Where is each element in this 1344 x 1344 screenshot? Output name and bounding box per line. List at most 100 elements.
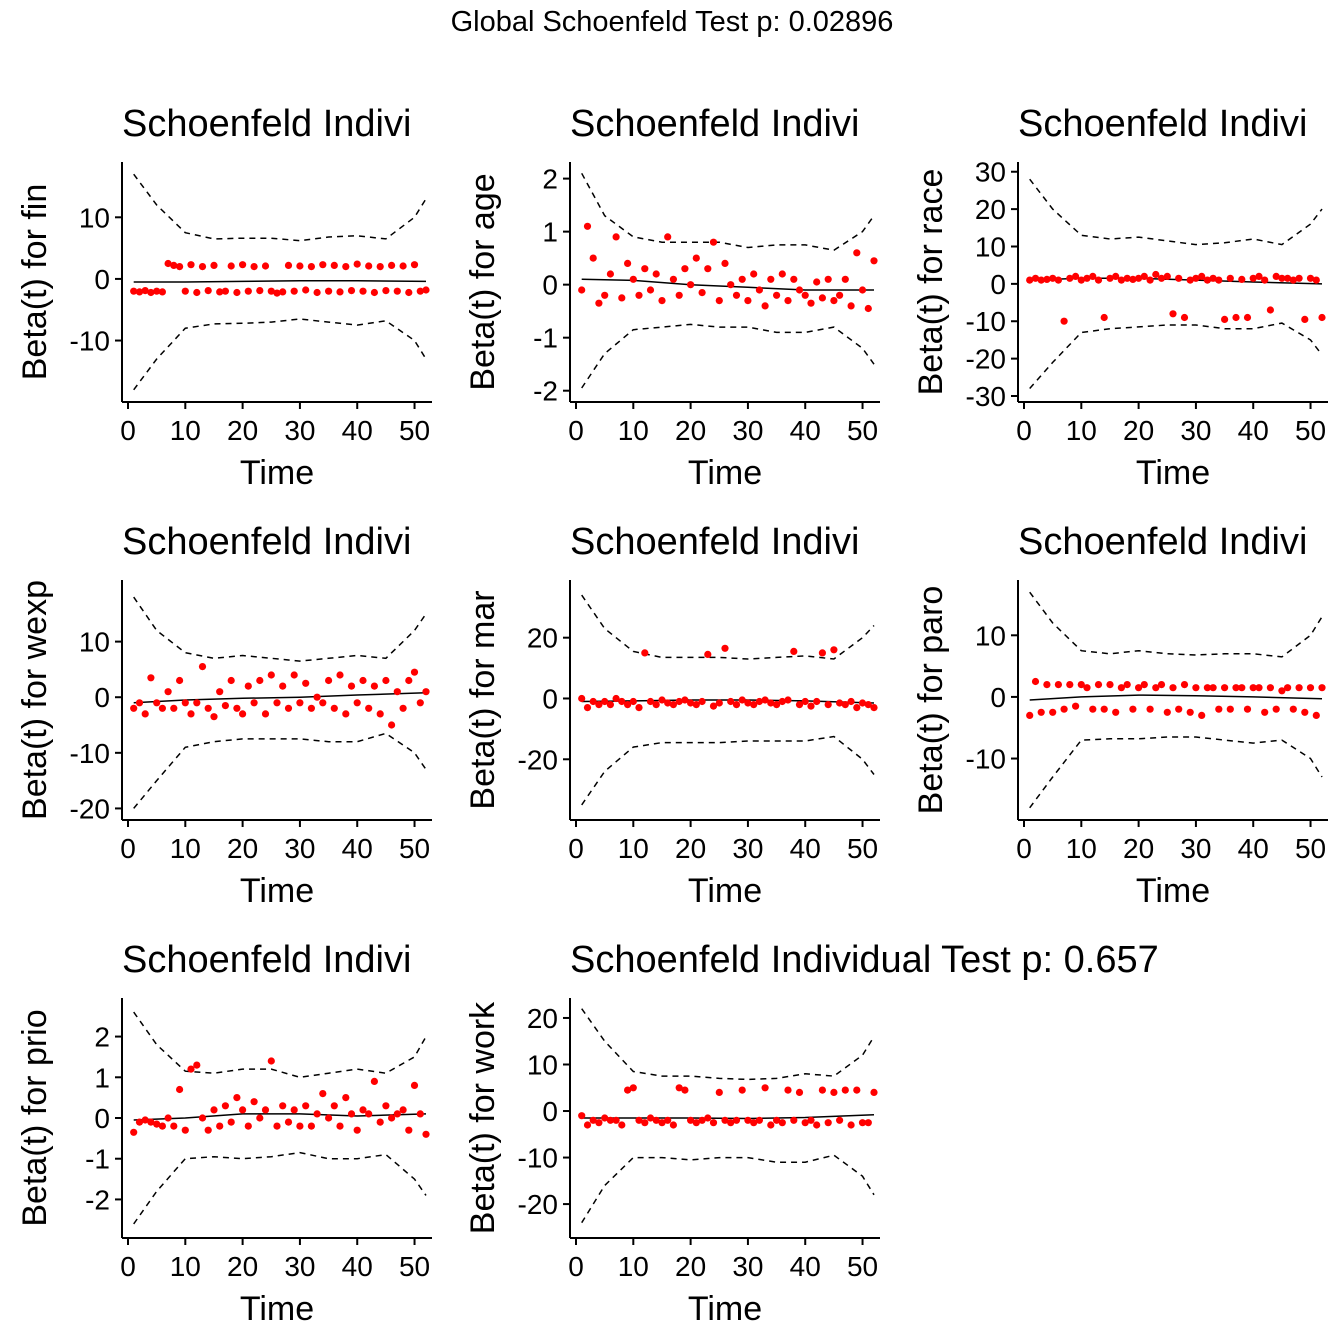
residual-point (618, 1121, 626, 1129)
upper-confidence-band (133, 173, 427, 242)
residual-point (244, 1122, 252, 1130)
residual-point (216, 688, 224, 696)
residual-point (1255, 684, 1263, 692)
residual-point (290, 671, 298, 679)
y-tick-label: 1 (542, 217, 558, 248)
global-title: Global Schoenfeld Test p: 0.02896 (450, 6, 894, 38)
residual-point (778, 270, 786, 278)
panel-6: Schoenfeld Indivi 0 10 20 30 40 50 -10 0 10 Time Be… (912, 521, 1328, 910)
residual-point (399, 262, 407, 270)
residual-point (342, 710, 350, 718)
residual-point (664, 1116, 672, 1124)
residual-point (801, 1119, 809, 1127)
residual-point (692, 701, 700, 709)
residual-point (382, 1102, 390, 1110)
y-tick-label: 10 (79, 627, 110, 658)
residual-point (709, 1119, 718, 1127)
residual-point (330, 704, 338, 712)
x-axis-label: Time (240, 1290, 314, 1328)
residual-point (250, 699, 258, 707)
residual-point (853, 249, 861, 257)
x-tick-label: 40 (790, 1251, 821, 1282)
residual-point (1083, 274, 1091, 282)
x-tick-label: 30 (284, 1251, 315, 1282)
y-axis-label: Beta(t) for fin (16, 184, 54, 381)
residual-point (1072, 272, 1080, 280)
residual-point (359, 1106, 367, 1114)
residual-point (635, 704, 643, 712)
residual-point (744, 1116, 752, 1124)
residual-point (147, 674, 155, 682)
residual-point (153, 1120, 161, 1128)
x-axis-label: Time (240, 872, 314, 910)
residual-point (204, 287, 212, 295)
y-tick-label: 10 (79, 202, 110, 233)
panel-title: Schoenfeld Indivi (122, 103, 411, 145)
residual-point (583, 222, 592, 230)
residual-point (1180, 313, 1189, 322)
residual-point (709, 238, 718, 246)
residual-point (687, 699, 695, 707)
residual-point (261, 1106, 270, 1114)
residual-point (732, 701, 741, 709)
residual-point (824, 1119, 832, 1127)
residual-point (652, 1116, 660, 1124)
residual-point (732, 291, 741, 299)
residual-point (1163, 272, 1171, 280)
residual-point (319, 699, 327, 707)
lower-confidence-band (133, 1151, 427, 1225)
residual-point (1289, 705, 1297, 713)
residual-point (795, 701, 804, 709)
residual-point (319, 1090, 327, 1098)
residual-point (1083, 684, 1091, 692)
residual-point (410, 668, 419, 676)
y-tick-label: -10 (518, 1143, 558, 1174)
residual-point (652, 701, 660, 709)
y-axis-label: Beta(t) for prio (16, 1009, 54, 1226)
residual-point (1072, 702, 1080, 710)
residual-point (296, 1122, 304, 1130)
residual-point (864, 1119, 872, 1127)
residual-point (141, 1116, 149, 1124)
residual-point (204, 1126, 212, 1134)
residual-point (164, 259, 172, 268)
residual-point (239, 710, 247, 718)
y-tick-label: -10 (966, 306, 1006, 337)
residual-point (227, 262, 235, 270)
residual-point (784, 696, 792, 704)
residual-point (870, 704, 878, 712)
residual-point (198, 663, 207, 671)
residual-point (618, 294, 626, 302)
residual-point (836, 291, 844, 299)
residual-point (376, 1118, 384, 1126)
residual-point (870, 257, 878, 265)
residual-point (1077, 276, 1085, 284)
residual-point (388, 261, 396, 269)
residual-point (1186, 708, 1194, 716)
residual-point (715, 699, 723, 707)
upper-confidence-band (133, 596, 427, 662)
residual-point (181, 1126, 189, 1134)
residual-point (624, 1086, 632, 1094)
residual-point (325, 1114, 333, 1122)
residual-point (181, 699, 189, 707)
residual-point (807, 299, 815, 307)
y-axis-label: Beta(t) for work (464, 1001, 502, 1234)
residual-point (1243, 313, 1252, 322)
x-axis-label: Time (1136, 872, 1210, 910)
x-tick-label: 40 (342, 1251, 373, 1282)
residual-point (130, 704, 138, 712)
y-tick-label: 2 (94, 1022, 110, 1053)
residual-point (261, 710, 270, 718)
residual-point (818, 649, 827, 657)
panel-2: Schoenfeld Indivi 0 10 20 30 40 50 -2 -1 0 1 2 Time B… (464, 103, 880, 492)
residual-point (393, 287, 401, 295)
residual-point (187, 1065, 195, 1073)
residual-point (135, 1118, 144, 1126)
panel-4: Schoenfeld Indivi 0 10 20 30 40 50 -20 -10 0 10 Tim… (16, 521, 432, 910)
residual-point (130, 1128, 138, 1136)
residual-point (795, 286, 804, 294)
residual-point (370, 682, 378, 690)
residual-point (727, 1119, 735, 1127)
y-axis-label: Beta(t) for paro (912, 586, 950, 815)
